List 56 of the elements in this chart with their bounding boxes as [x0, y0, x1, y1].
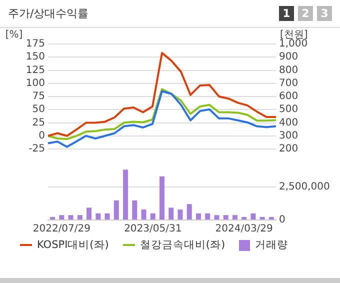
- y2-tick-label: 0: [279, 214, 286, 226]
- bar: [250, 213, 256, 220]
- y2-tick-label: 1,000: [279, 38, 308, 50]
- bar: [77, 215, 82, 220]
- y-tick-label: 25: [32, 117, 45, 128]
- y2-tick-label: 900: [279, 52, 298, 63]
- bar: [50, 216, 56, 220]
- y2-tick-label: 300: [279, 130, 298, 142]
- legend-label: 철강금속대비(좌): [140, 238, 226, 252]
- bar: [214, 215, 220, 220]
- chart-title: 주가/상대수익률: [8, 6, 89, 21]
- bar: [68, 215, 74, 220]
- bar: [242, 216, 247, 220]
- bar: [123, 170, 128, 220]
- text: 2: [298, 6, 313, 21]
- bar: [186, 204, 192, 220]
- bar: [168, 208, 174, 220]
- x-tick-label: 2022/07/29: [32, 224, 90, 235]
- bar: [132, 200, 138, 220]
- x-tick-label: 2023/05/31: [124, 224, 182, 235]
- y-axis-title: [%]: [5, 30, 23, 41]
- y2-tick-label: 2,500,000: [279, 181, 330, 192]
- bar: [268, 216, 274, 220]
- y-tick-label: 150: [26, 52, 45, 63]
- text: 3: [317, 6, 332, 21]
- bar: [86, 208, 92, 220]
- bar: [59, 215, 64, 220]
- y2-tick-label: 200: [279, 144, 298, 155]
- bar: [260, 216, 265, 220]
- y-tick-label: 125: [26, 64, 45, 76]
- bar: [114, 200, 119, 220]
- bar: [178, 210, 183, 220]
- bar: [159, 176, 165, 220]
- y-tick-label: 75: [32, 91, 45, 102]
- y2-tick-label: 800: [279, 64, 298, 76]
- bar: [141, 210, 146, 220]
- x-tick-label: 2024/03/29: [215, 224, 273, 235]
- legend-label: 거래량: [255, 238, 288, 252]
- bar: [96, 213, 101, 220]
- y-tick-label: -25: [28, 144, 45, 155]
- y2-tick-label: 500: [279, 104, 298, 116]
- bar: [232, 215, 238, 220]
- bar: [223, 215, 228, 220]
- bar: [104, 213, 110, 220]
- y-tick-label: 0: [38, 130, 45, 142]
- text: 1: [279, 6, 294, 21]
- y2-tick-label: 400: [279, 117, 298, 128]
- bar: [150, 213, 156, 220]
- y-tick-label: 50: [32, 104, 45, 116]
- y2-tick-label: 600: [279, 91, 298, 102]
- y2-tick-label: 700: [279, 78, 298, 89]
- bar: [196, 213, 201, 220]
- bar: [205, 213, 210, 220]
- y-tick-label: 100: [26, 78, 45, 89]
- y-tick-label: 175: [26, 38, 45, 50]
- legend-label: KOSPI대비(좌): [37, 238, 109, 252]
